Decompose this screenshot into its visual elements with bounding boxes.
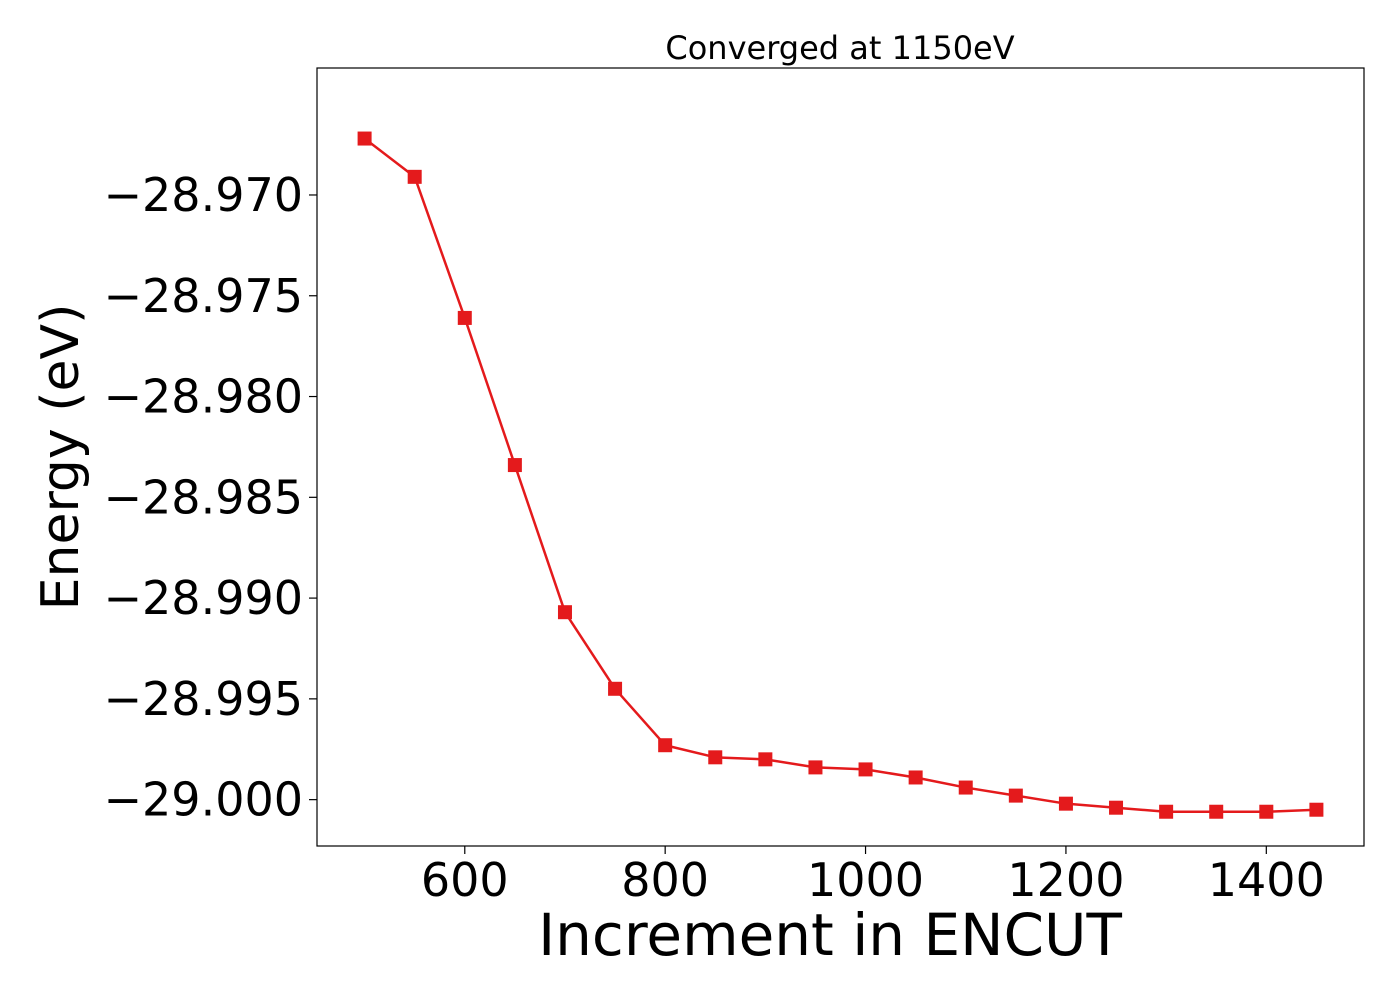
data-point [958,780,973,795]
y-axis: −28.970 −28.975 −28.980 −28.985 −28.990 −28.9… [104,168,317,827]
data-point [557,605,572,620]
y-tick-label: −28.975 [104,269,304,323]
data-point [1159,804,1174,819]
data-point [1209,804,1224,819]
y-axis-label: Energy (eV) [31,304,91,611]
x-tick-label: 600 [421,853,509,907]
data-point [858,762,873,777]
y-tick-label: −28.985 [104,470,304,524]
x-tick-label: 1200 [1007,853,1124,907]
x-tick-label: 1000 [807,853,924,907]
data-point [908,770,923,785]
y-tick-label: −28.980 [104,370,304,424]
y-tick-label: −28.990 [104,571,304,625]
plot-frame [316,67,1365,847]
data-point [608,681,623,696]
data-point [1309,802,1324,817]
data-point [1058,796,1073,811]
series-line [363,137,1317,813]
data-point [658,738,673,753]
data-point [758,752,773,767]
x-tick-label: 800 [621,853,709,907]
chart-title: Converged at 1150eV [665,29,1014,67]
data-point [407,169,422,184]
data-point [357,131,372,146]
data-point [457,310,472,325]
data-point [808,760,823,775]
data-point [1259,804,1274,819]
y-tick-label: −29.000 [104,773,304,827]
x-axis: 600 800 1000 1200 1400 [421,846,1325,907]
x-axis-label: Increment in ENCUT [538,901,1122,969]
data-point [1008,788,1023,803]
x-tick-label: 1400 [1208,853,1325,907]
data-point [708,750,723,765]
y-tick-label: −28.995 [104,672,304,726]
y-tick-label: −28.970 [104,168,304,222]
data-point [1109,800,1124,815]
data-point [507,458,522,473]
series-layer [357,131,1324,819]
